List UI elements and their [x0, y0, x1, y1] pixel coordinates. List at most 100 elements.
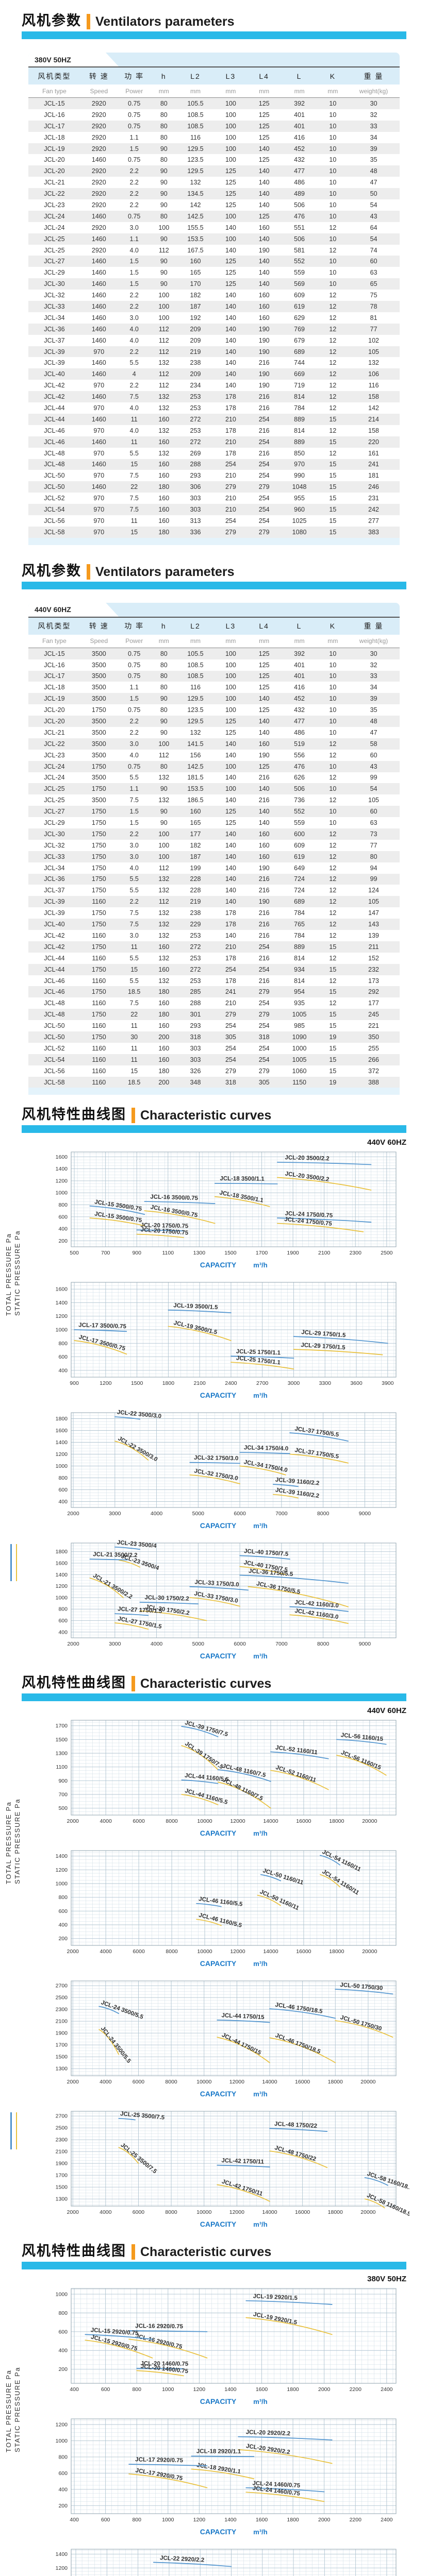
table-cell: 1460	[91, 156, 106, 164]
x-tick-label: 9000	[359, 1641, 371, 1647]
y-tick-label: 1100	[56, 1765, 68, 1771]
table-cell: 15	[130, 528, 138, 536]
curve-jcl-44-1160-5.5	[181, 1794, 219, 1806]
x-tick-label: 16000	[295, 2209, 310, 2215]
table-cell: 1460	[91, 359, 106, 367]
table-cell: 75	[370, 292, 377, 299]
y-tick-label: 1200	[56, 1584, 68, 1590]
pressure-axis-labels: TOTAL PRESSURE Pa STATIC PRESSURE Pa	[1, 2367, 25, 2453]
orange-accent-bar	[131, 1676, 135, 1692]
table-cell: JCL-20	[44, 718, 65, 725]
x-tick-label: 4000	[151, 1641, 163, 1647]
table-cell: 292	[368, 988, 380, 996]
section-header: 风机参数 Ventilators parameters	[22, 560, 406, 589]
table-cell: 80	[160, 684, 168, 691]
table-cell: 4.0	[129, 864, 139, 872]
table-cell: 970	[93, 449, 105, 457]
table-cell: 125	[225, 179, 236, 187]
table-cell: 5.5	[129, 359, 139, 367]
column-subheader: mm	[176, 84, 214, 98]
table-cell: 303	[190, 495, 201, 502]
table-cell: 132	[158, 977, 170, 985]
chart-block: 400 600 800 1000 1200 1400 1600 1800 2000 3000 400…	[27, 1539, 428, 1668]
y-tick-label: 1400	[56, 2551, 68, 2557]
table-cell: 74	[370, 246, 377, 254]
table-row: JCL-32 1460 2.2 100 182 140 160 609 12 75	[28, 290, 400, 301]
table-cell: 160	[190, 808, 201, 816]
table-cell: 210	[225, 472, 236, 480]
curve-jcl-48-1160-7.5	[217, 1769, 271, 1782]
table-cell: 232	[368, 965, 380, 973]
table-cell: 105	[368, 348, 380, 355]
table-cell: 108.5	[187, 661, 204, 669]
table-cell: 629	[294, 314, 305, 321]
table-cell: 970	[93, 427, 105, 434]
table-cell: 784	[294, 404, 305, 412]
table-cell: 100	[158, 841, 170, 849]
curve-label: JCL-54 1160/11	[321, 1869, 360, 1896]
table-cell: 140	[258, 167, 270, 175]
table-cell: 12	[329, 887, 337, 894]
table-cell: 10	[329, 819, 337, 827]
curve-label: JCL-16 3500/0.75	[150, 1194, 199, 1202]
table-cell: 266	[368, 1056, 380, 1063]
capacity-axis-unit: m³/h	[253, 2398, 268, 2405]
table-row: JCL-48 1160 7.5 160 288 210 254 935 12 177	[28, 997, 400, 1009]
voltage-badge: 440V 60HZ	[367, 1706, 406, 1716]
capacity-axis-label: CAPACITY	[200, 1521, 237, 1530]
curve-label: JCL-25 1750/1.1	[236, 1349, 281, 1357]
table-cell: 35	[370, 156, 377, 164]
table-cell: 293	[190, 472, 201, 480]
table-cell: 1000	[292, 1044, 307, 1052]
curve-color-legend	[10, 2112, 17, 2150]
table-cell: 1460	[91, 235, 106, 243]
column-header: L	[297, 622, 302, 631]
table-cell: 350	[368, 1033, 380, 1041]
section-header: 风机特性曲线图 Characteristic curves 440V 60HZ	[22, 1103, 406, 1147]
table-cell: 3.0	[129, 931, 139, 939]
column-header: K	[330, 622, 336, 631]
table-cell: 960	[294, 506, 305, 513]
table-cell: 140	[225, 796, 236, 804]
table-cell: 160	[158, 461, 170, 468]
x-tick-label: 2100	[193, 1380, 206, 1386]
table-row: JCL-58 970 15 180 336 279 279 1080 15 383	[28, 526, 400, 538]
table-cell: JCL-19	[44, 145, 65, 152]
x-tick-label: 18000	[328, 2079, 343, 2085]
table-cell: 1.1	[129, 684, 139, 691]
table-cell: 313	[190, 517, 201, 524]
table-cell: JCL-16	[44, 111, 65, 118]
table-cell: 0.75	[128, 661, 141, 669]
table-cell: 2920	[91, 190, 106, 198]
table-cell: 190	[258, 348, 270, 355]
table-cell: 1460	[91, 280, 106, 288]
table-cell: 190	[258, 325, 270, 333]
table-cell: 254	[258, 506, 270, 513]
x-tick-label: 10000	[197, 1818, 212, 1824]
table-cell: 255	[368, 1044, 380, 1052]
table-cell: 559	[294, 269, 305, 277]
table-cell: 7.5	[129, 999, 139, 1007]
table-cell: 125	[258, 762, 270, 770]
table-cell: 112	[158, 325, 169, 333]
table-cell: JCL-24	[44, 774, 65, 782]
x-tick-label: 1400	[224, 2386, 237, 2393]
table-cell: 54	[370, 235, 377, 243]
table-cell: 238	[190, 359, 201, 367]
x-tick-label: 20000	[360, 2079, 375, 2085]
table-cell: 187	[190, 302, 201, 310]
table-cell: 12	[329, 370, 337, 378]
curve-jcl-46-1750-18.5	[269, 2008, 336, 2019]
table-cell: 10	[329, 212, 337, 220]
table-cell: 100	[225, 133, 236, 141]
table-row: JCL-50 1750 30 200 318 305 318 1090 19 350	[28, 1031, 400, 1043]
curve-label: JCL-19 2920/1.5	[253, 2294, 298, 2302]
table-cell: 125	[258, 111, 270, 118]
curve-label: JCL-44 1750/15	[221, 2032, 262, 2057]
total-pressure-label: TOTAL PRESSURE Pa	[5, 1802, 12, 1885]
table-cell: JCL-32	[44, 292, 65, 299]
table-cell: 15	[329, 461, 337, 468]
table-cell: 54	[370, 201, 377, 209]
table-cell: 348	[190, 1078, 201, 1086]
total-pressure-legend-line	[10, 2112, 12, 2150]
